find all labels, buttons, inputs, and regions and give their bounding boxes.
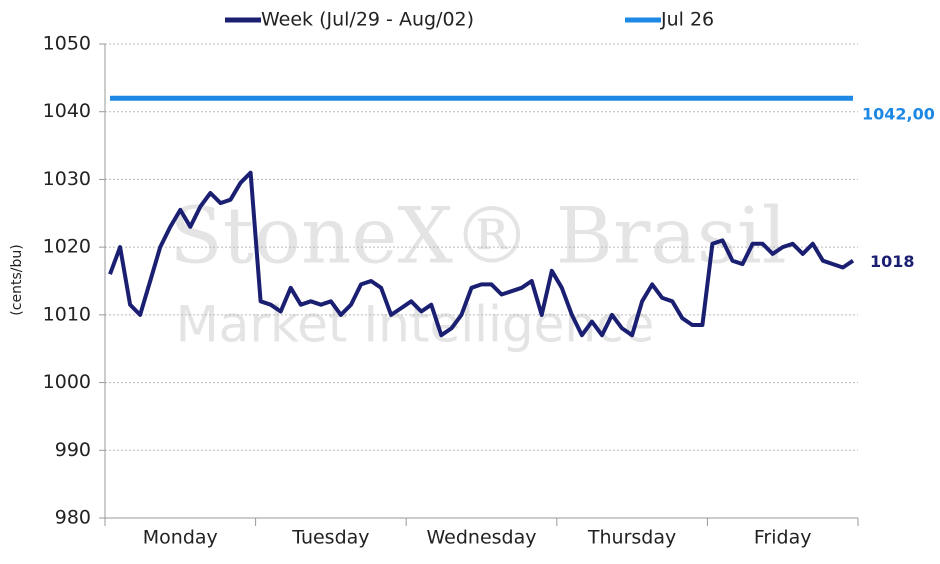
- y-tick-label: 980: [55, 507, 91, 529]
- legend-label: Jul 26: [660, 9, 714, 31]
- y-axis-label: (cents/bu): [9, 244, 25, 315]
- end-label: 1018: [870, 252, 915, 271]
- watermark: StoneX® Brasil: [169, 192, 787, 282]
- y-tick-label: 1050: [43, 33, 91, 55]
- y-tick-label: 1020: [43, 236, 91, 258]
- x-tick-label: Monday: [143, 527, 218, 549]
- y-tick-label: 1000: [43, 371, 91, 393]
- y-tick-label: 1040: [43, 100, 91, 122]
- legend-label: Week (Jul/29 - Aug/02): [261, 9, 474, 31]
- y-tick-label: 1030: [43, 168, 91, 190]
- x-tick-label: Thursday: [587, 527, 676, 549]
- x-tick-label: Friday: [754, 527, 812, 549]
- x-tick-label: Wednesday: [426, 527, 536, 549]
- y-tick-label: 990: [55, 439, 91, 461]
- end-label: 1042,00: [862, 105, 935, 124]
- y-tick-label: 1010: [43, 303, 91, 325]
- x-tick-label: Tuesday: [291, 527, 369, 549]
- line-series: [108, 170, 855, 338]
